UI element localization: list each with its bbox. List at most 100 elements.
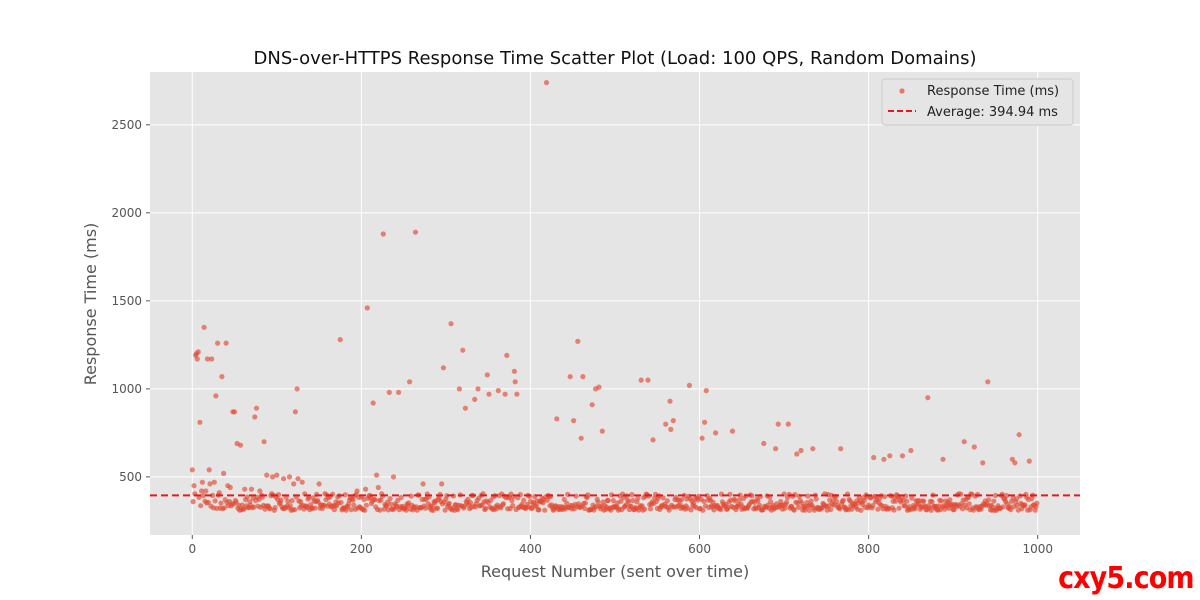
y-tick-label: 1500: [111, 294, 142, 308]
data-point: [610, 498, 616, 504]
data-point: [297, 498, 304, 505]
data-point: [205, 499, 211, 505]
data-point: [554, 416, 560, 422]
data-point: [272, 505, 278, 511]
data-point: [806, 507, 813, 513]
y-axis-label: Response Time (ms): [81, 223, 100, 386]
data-point: [521, 497, 527, 503]
data-point: [971, 444, 977, 450]
data-point: [387, 496, 393, 502]
data-point: [647, 506, 654, 512]
data-point: [456, 386, 462, 392]
data-point: [299, 479, 305, 485]
data-point: [337, 337, 343, 343]
data-point: [423, 505, 429, 511]
data-point: [861, 497, 868, 504]
data-point: [585, 492, 591, 498]
data-point: [887, 453, 893, 459]
data-point: [1014, 496, 1020, 502]
data-point: [688, 507, 694, 513]
data-point: [980, 460, 986, 466]
data-point: [390, 474, 397, 480]
data-point: [354, 488, 360, 494]
data-point: [635, 495, 641, 501]
data-point: [189, 467, 195, 473]
data-point: [571, 418, 577, 424]
x-tick-label: 200: [350, 542, 373, 556]
data-point: [388, 501, 394, 507]
data-point: [203, 488, 209, 494]
plot-area: [150, 72, 1080, 535]
data-point: [1022, 502, 1028, 508]
x-tick-label: 800: [857, 542, 880, 556]
data-point: [718, 507, 724, 513]
data-point: [833, 498, 840, 504]
data-point: [227, 484, 233, 491]
data-point: [444, 493, 450, 499]
data-point: [773, 446, 779, 452]
data-point: [467, 499, 473, 506]
chart-title: DNS-over-HTTPS Response Time Scatter Plo…: [254, 48, 977, 69]
data-point: [605, 497, 611, 504]
data-point: [668, 426, 674, 432]
data-point: [893, 498, 899, 504]
data-point: [630, 497, 636, 504]
data-point: [363, 502, 369, 508]
data-point: [929, 499, 935, 505]
data-point: [291, 481, 297, 487]
data-point: [448, 321, 454, 327]
data-point: [361, 496, 367, 502]
data-point: [700, 507, 706, 513]
data-point: [618, 498, 624, 504]
data-point: [199, 488, 205, 494]
data-point: [252, 414, 258, 420]
data-point: [378, 497, 384, 503]
legend-marker-scatter: [899, 88, 905, 94]
data-point: [595, 499, 601, 505]
data-point: [1003, 493, 1010, 499]
data-point: [966, 501, 972, 507]
data-point: [785, 421, 791, 427]
y-tick-label: 2000: [111, 206, 142, 220]
data-point: [270, 474, 276, 480]
data-point: [281, 476, 287, 482]
data-point: [511, 368, 517, 374]
data-point: [439, 481, 445, 487]
data-point: [896, 505, 902, 511]
data-point: [985, 379, 991, 385]
data-point: [838, 446, 844, 452]
data-point: [755, 498, 761, 504]
watermark-logo: cxy5.com: [1058, 561, 1194, 596]
data-point: [650, 437, 656, 443]
y-axis-ticks: 500 1000 1500 2000 2500: [111, 118, 150, 484]
y-tick-label: 2500: [111, 118, 142, 132]
data-point: [992, 492, 999, 499]
data-point: [460, 347, 466, 353]
data-point: [703, 388, 709, 394]
data-point: [699, 435, 705, 441]
data-point: [828, 506, 834, 513]
data-point: [386, 389, 392, 395]
data-point: [561, 496, 567, 503]
data-point: [986, 497, 992, 503]
data-point: [533, 502, 540, 508]
data-point: [350, 497, 356, 503]
data-point: [210, 492, 216, 498]
data-point: [543, 80, 550, 86]
data-point: [223, 340, 229, 346]
data-point: [881, 456, 887, 462]
legend-label-scatter: Response Time (ms): [927, 84, 1059, 99]
legend-label-average: Average: 394.94 ms: [927, 105, 1058, 120]
data-point: [761, 440, 767, 447]
data-point: [253, 405, 260, 411]
data-point: [442, 507, 448, 513]
data-point: [679, 497, 685, 503]
data-point: [784, 499, 790, 505]
data-point: [840, 497, 846, 503]
data-point: [267, 506, 273, 512]
data-point: [207, 481, 213, 487]
data-point: [711, 507, 717, 513]
data-point: [312, 505, 318, 511]
data-point: [642, 506, 648, 512]
data-point: [204, 356, 211, 362]
